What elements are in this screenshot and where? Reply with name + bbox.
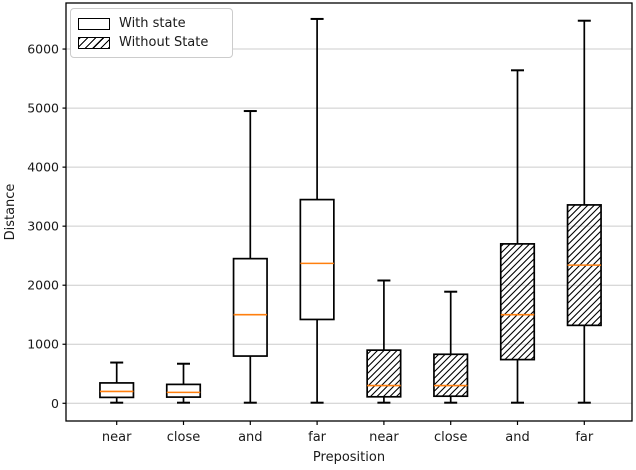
x-tick-label: and: [238, 430, 262, 445]
y-tick-label: 6000: [27, 42, 59, 57]
without-state-hatched-swatch-icon: [78, 36, 110, 49]
iqr-box: [299, 198, 335, 321]
iqr-box: [366, 349, 402, 398]
axes-ticks: 0 1000 2000 3000 4000 5000 6000 near close and far…: [27, 42, 594, 445]
gridlines: [66, 48, 632, 404]
y-tick-label: 3000: [27, 219, 59, 234]
iqr-box: [433, 353, 469, 398]
x-tick-label: near: [369, 430, 399, 445]
iqr-box: [232, 257, 268, 357]
x-axis-title: Preposition: [313, 450, 385, 465]
legend-item-with-state: With state: [78, 14, 224, 33]
legend-label: Without State: [119, 35, 209, 50]
y-tick-label: 4000: [27, 160, 59, 175]
x-tick-label: close: [167, 430, 200, 445]
iqr-box: [499, 243, 536, 361]
x-tick-label: far: [575, 430, 594, 445]
box-and-without-state: [499, 69, 536, 404]
box-far-without-state: [566, 19, 602, 404]
y-tick-label: 5000: [27, 101, 59, 116]
plot-border: [65, 2, 633, 422]
iqr-box: [165, 383, 202, 398]
legend: With state Without State: [70, 8, 233, 58]
y-axis-title: Distance: [3, 184, 18, 241]
box-near-without-state: [366, 279, 402, 404]
x-tick-label: far: [308, 430, 327, 445]
iqr-box: [99, 382, 135, 399]
x-tick-label: close: [434, 430, 467, 445]
box-close-with-state: [165, 362, 202, 404]
box-close-without-state: [433, 290, 469, 404]
box-and-with-state: [232, 110, 268, 404]
x-tick-label: and: [505, 430, 529, 445]
y-tick-label: 1000: [27, 337, 59, 352]
y-tick-label: 0: [51, 396, 59, 411]
y-tick-label: 2000: [27, 278, 59, 293]
with-state-swatch-icon: [78, 17, 110, 30]
x-tick-label: near: [102, 430, 132, 445]
box-near-with-state: [99, 361, 135, 404]
boxes: [99, 17, 602, 404]
legend-label: With state: [119, 16, 186, 31]
box-far-with-state: [299, 17, 335, 404]
legend-item-without-state: Without State: [78, 33, 224, 52]
